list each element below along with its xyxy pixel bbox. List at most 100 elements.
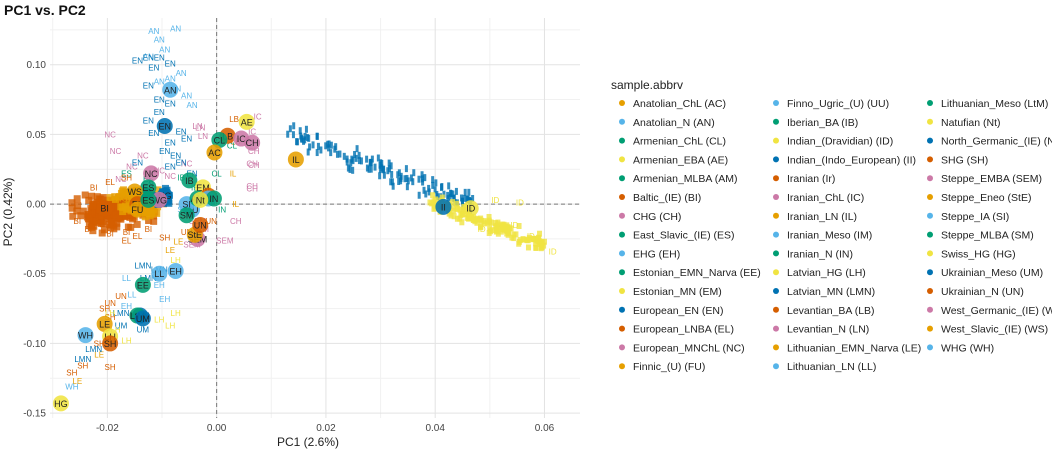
- y-tick-label: -0.10: [23, 339, 46, 350]
- sample-point-id: [498, 228, 504, 235]
- sample-point-ii: [427, 184, 431, 192]
- sample-point-ii: [405, 183, 409, 191]
- centroid-eh: EH: [167, 262, 184, 279]
- sample-point-id: [457, 206, 463, 213]
- legend-marker-ii: [773, 156, 779, 163]
- legend-marker-em: [619, 288, 625, 294]
- sample-point-ii: [423, 174, 427, 182]
- sample-point-id: [432, 202, 438, 209]
- legend-item-el: European_LNBA (EL): [619, 324, 734, 336]
- legend-label-in: Iranian_N (IN): [787, 248, 853, 260]
- sample-point-ii: [288, 125, 292, 133]
- centroid-label-em: EM: [196, 183, 210, 193]
- legend-marker-fu: [619, 363, 625, 370]
- centroid-wh: WH: [77, 327, 94, 344]
- sample-point-ii: [417, 191, 421, 199]
- sample-point-ii: [329, 141, 333, 149]
- centroid-marker-sm: [178, 207, 195, 224]
- point-label-el: EL: [122, 236, 132, 245]
- sample-point-ii: [349, 159, 353, 167]
- point-label-id: ID: [549, 247, 557, 256]
- legend-item-si: Steppe_IA (SI): [927, 211, 1009, 223]
- sample-point-ii: [462, 194, 466, 202]
- legend-marker-un: [927, 288, 933, 294]
- sample-point-id: [472, 216, 478, 223]
- sample-point-id: [516, 222, 522, 229]
- point-label-lmn: LMN: [85, 345, 102, 354]
- point-label-en: EN: [165, 59, 176, 68]
- point-label-en: EN: [176, 128, 187, 137]
- point-label-ch: CH: [248, 161, 260, 170]
- centroid-label-es: ES: [142, 183, 154, 193]
- legend-marker-el: [619, 325, 625, 332]
- centroid-marker-fu: [129, 201, 146, 218]
- centroid-marker-sh: [102, 335, 119, 352]
- sample-point-bi: [98, 229, 106, 237]
- legend-marker-in: [773, 250, 779, 257]
- legend-marker-ch: [619, 212, 625, 219]
- legend-label-si: Steppe_IA (SI): [941, 211, 1009, 223]
- centroid-label-wg: WG: [152, 195, 168, 205]
- y-tick-label: 0.05: [27, 130, 47, 141]
- sample-point-id: [495, 219, 501, 226]
- point-label-un: UN: [104, 299, 116, 308]
- sample-point-ws: [120, 192, 128, 200]
- centroid-label-ch: CH: [246, 138, 259, 148]
- sample-point-ii: [302, 137, 306, 145]
- sample-point-ii: [306, 148, 310, 156]
- point-label-en: EN: [143, 82, 154, 91]
- legend-item-ae: Armenian_EBA (AE): [619, 154, 728, 166]
- sample-point-bi: [92, 217, 100, 225]
- point-label-el: EL: [105, 178, 115, 187]
- point-label-ch: CH: [230, 217, 242, 226]
- point-label-an: AN: [143, 52, 154, 61]
- sample-point-ii: [446, 195, 450, 203]
- legend-item-id: Indian_(Dravidian) (ID): [773, 136, 893, 148]
- sample-point-ii: [390, 178, 394, 186]
- sample-point-ii: [382, 165, 386, 173]
- centroid-label-es: ES: [142, 195, 154, 205]
- sample-point-ii: [357, 151, 361, 159]
- sample-point-id: [427, 199, 433, 206]
- point-label-nc: NC: [164, 172, 176, 181]
- point-label-sem: SEM: [216, 236, 234, 245]
- point-label-an: AN: [165, 75, 176, 84]
- centroid-label-eh: EH: [169, 266, 182, 276]
- sample-point-ii: [351, 166, 355, 174]
- centroid-label-wh: WH: [78, 331, 93, 341]
- sample-point-ii: [386, 167, 390, 175]
- sample-point-fu: [148, 210, 156, 218]
- sample-point-ii: [399, 174, 403, 182]
- legend-label-ws: West_Slavic_(IE) (WS): [941, 324, 1048, 336]
- legend-item-ch: CHG (CH): [619, 211, 681, 223]
- point-label-nc: NC: [115, 175, 127, 184]
- legend-marker-lh: [773, 269, 779, 276]
- point-label-en: EN: [159, 147, 170, 156]
- centroid-label-ws: WS: [127, 187, 142, 197]
- sample-point-fu: [119, 208, 127, 216]
- legend-item-in: Iranian_N (IN): [773, 248, 853, 260]
- sample-point-id: [516, 240, 522, 247]
- sample-point-ws: [116, 193, 124, 201]
- sample-point-bi: [79, 207, 87, 215]
- centroid-label-sh: SH: [104, 339, 117, 349]
- point-label-en: EN: [165, 162, 176, 171]
- sample-point-ii: [350, 155, 354, 163]
- sample-point-bi: [88, 192, 96, 200]
- point-label-un: UN: [205, 217, 217, 226]
- sample-point-ii: [370, 155, 374, 163]
- sample-point-ii: [387, 159, 391, 167]
- legend-item-sm: Steppe_MLBA (SM): [927, 230, 1034, 242]
- point-label-en: EN: [176, 158, 187, 167]
- legend-marker-sem: [927, 175, 933, 182]
- sample-point-ii: [308, 143, 312, 151]
- legend-item-wg: West_Germanic_(IE) (WG): [927, 305, 1052, 317]
- point-label-lh: LH: [171, 256, 181, 265]
- sample-point-ii: [304, 125, 308, 133]
- centroid-ii: II: [435, 198, 452, 215]
- legend-marker-eh: [619, 250, 625, 257]
- sample-point-ii: [307, 134, 311, 142]
- point-label-an: AN: [154, 36, 165, 45]
- sample-point-el: [145, 216, 153, 224]
